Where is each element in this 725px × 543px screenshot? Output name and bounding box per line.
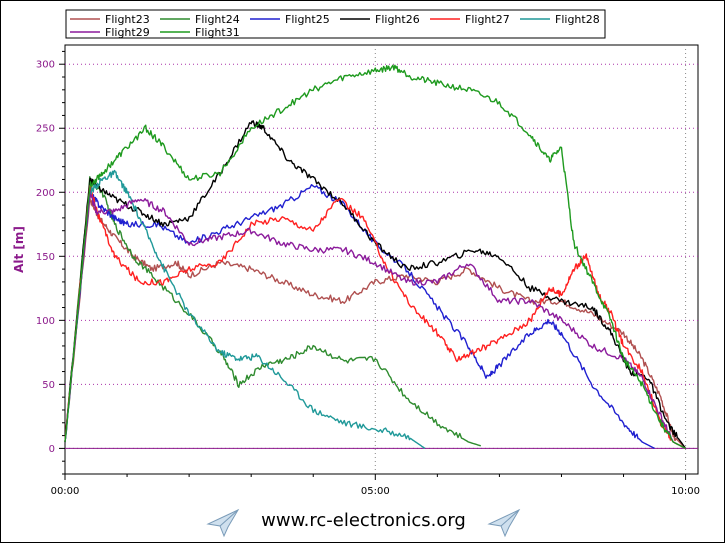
y-tick-label: 300 [36, 60, 55, 71]
y-tick-label: 200 [36, 188, 55, 199]
paper-plane-icon [487, 508, 521, 538]
altitude-chart: 0 50 100 150 200 250 300 00:00 05:00 10:00 Alt [m]… [12, 9, 700, 497]
x-tick-label: 10:00 [671, 486, 700, 497]
footer-website-text[interactable]: www.rc-electronics.org [261, 510, 466, 531]
series-line-flight31 [64, 64, 686, 450]
legend-label: Flight27 [465, 13, 510, 26]
x-tick-label: 05:00 [361, 486, 390, 497]
plot-area [64, 44, 699, 475]
legend-label: Flight31 [195, 26, 240, 39]
y-tick-label: 150 [36, 252, 55, 263]
legend-label: Flight23 [105, 13, 150, 26]
y-tick-label: 250 [36, 124, 55, 135]
legend-label: Flight26 [375, 13, 420, 26]
legend-label: Flight24 [195, 13, 240, 26]
series-line-flight27 [64, 184, 686, 450]
y-tick-label: 0 [49, 444, 55, 455]
x-tick-label: 00:00 [51, 486, 80, 497]
legend-label: Flight28 [555, 13, 600, 26]
series-line-flight23 [64, 196, 687, 449]
legend [65, 9, 606, 39]
series-line-flight26 [64, 120, 687, 449]
y-tick-label: 50 [42, 380, 55, 391]
y-tick-label: 100 [36, 316, 55, 327]
series-line-flight28 [64, 169, 426, 449]
legend-label: Flight29 [105, 26, 150, 39]
legend-label: Flight25 [285, 13, 330, 26]
paper-plane-icon [206, 508, 240, 538]
y-axis-label: Alt [m] [12, 226, 26, 273]
footer: www.rc-electronics.org [1, 506, 725, 540]
